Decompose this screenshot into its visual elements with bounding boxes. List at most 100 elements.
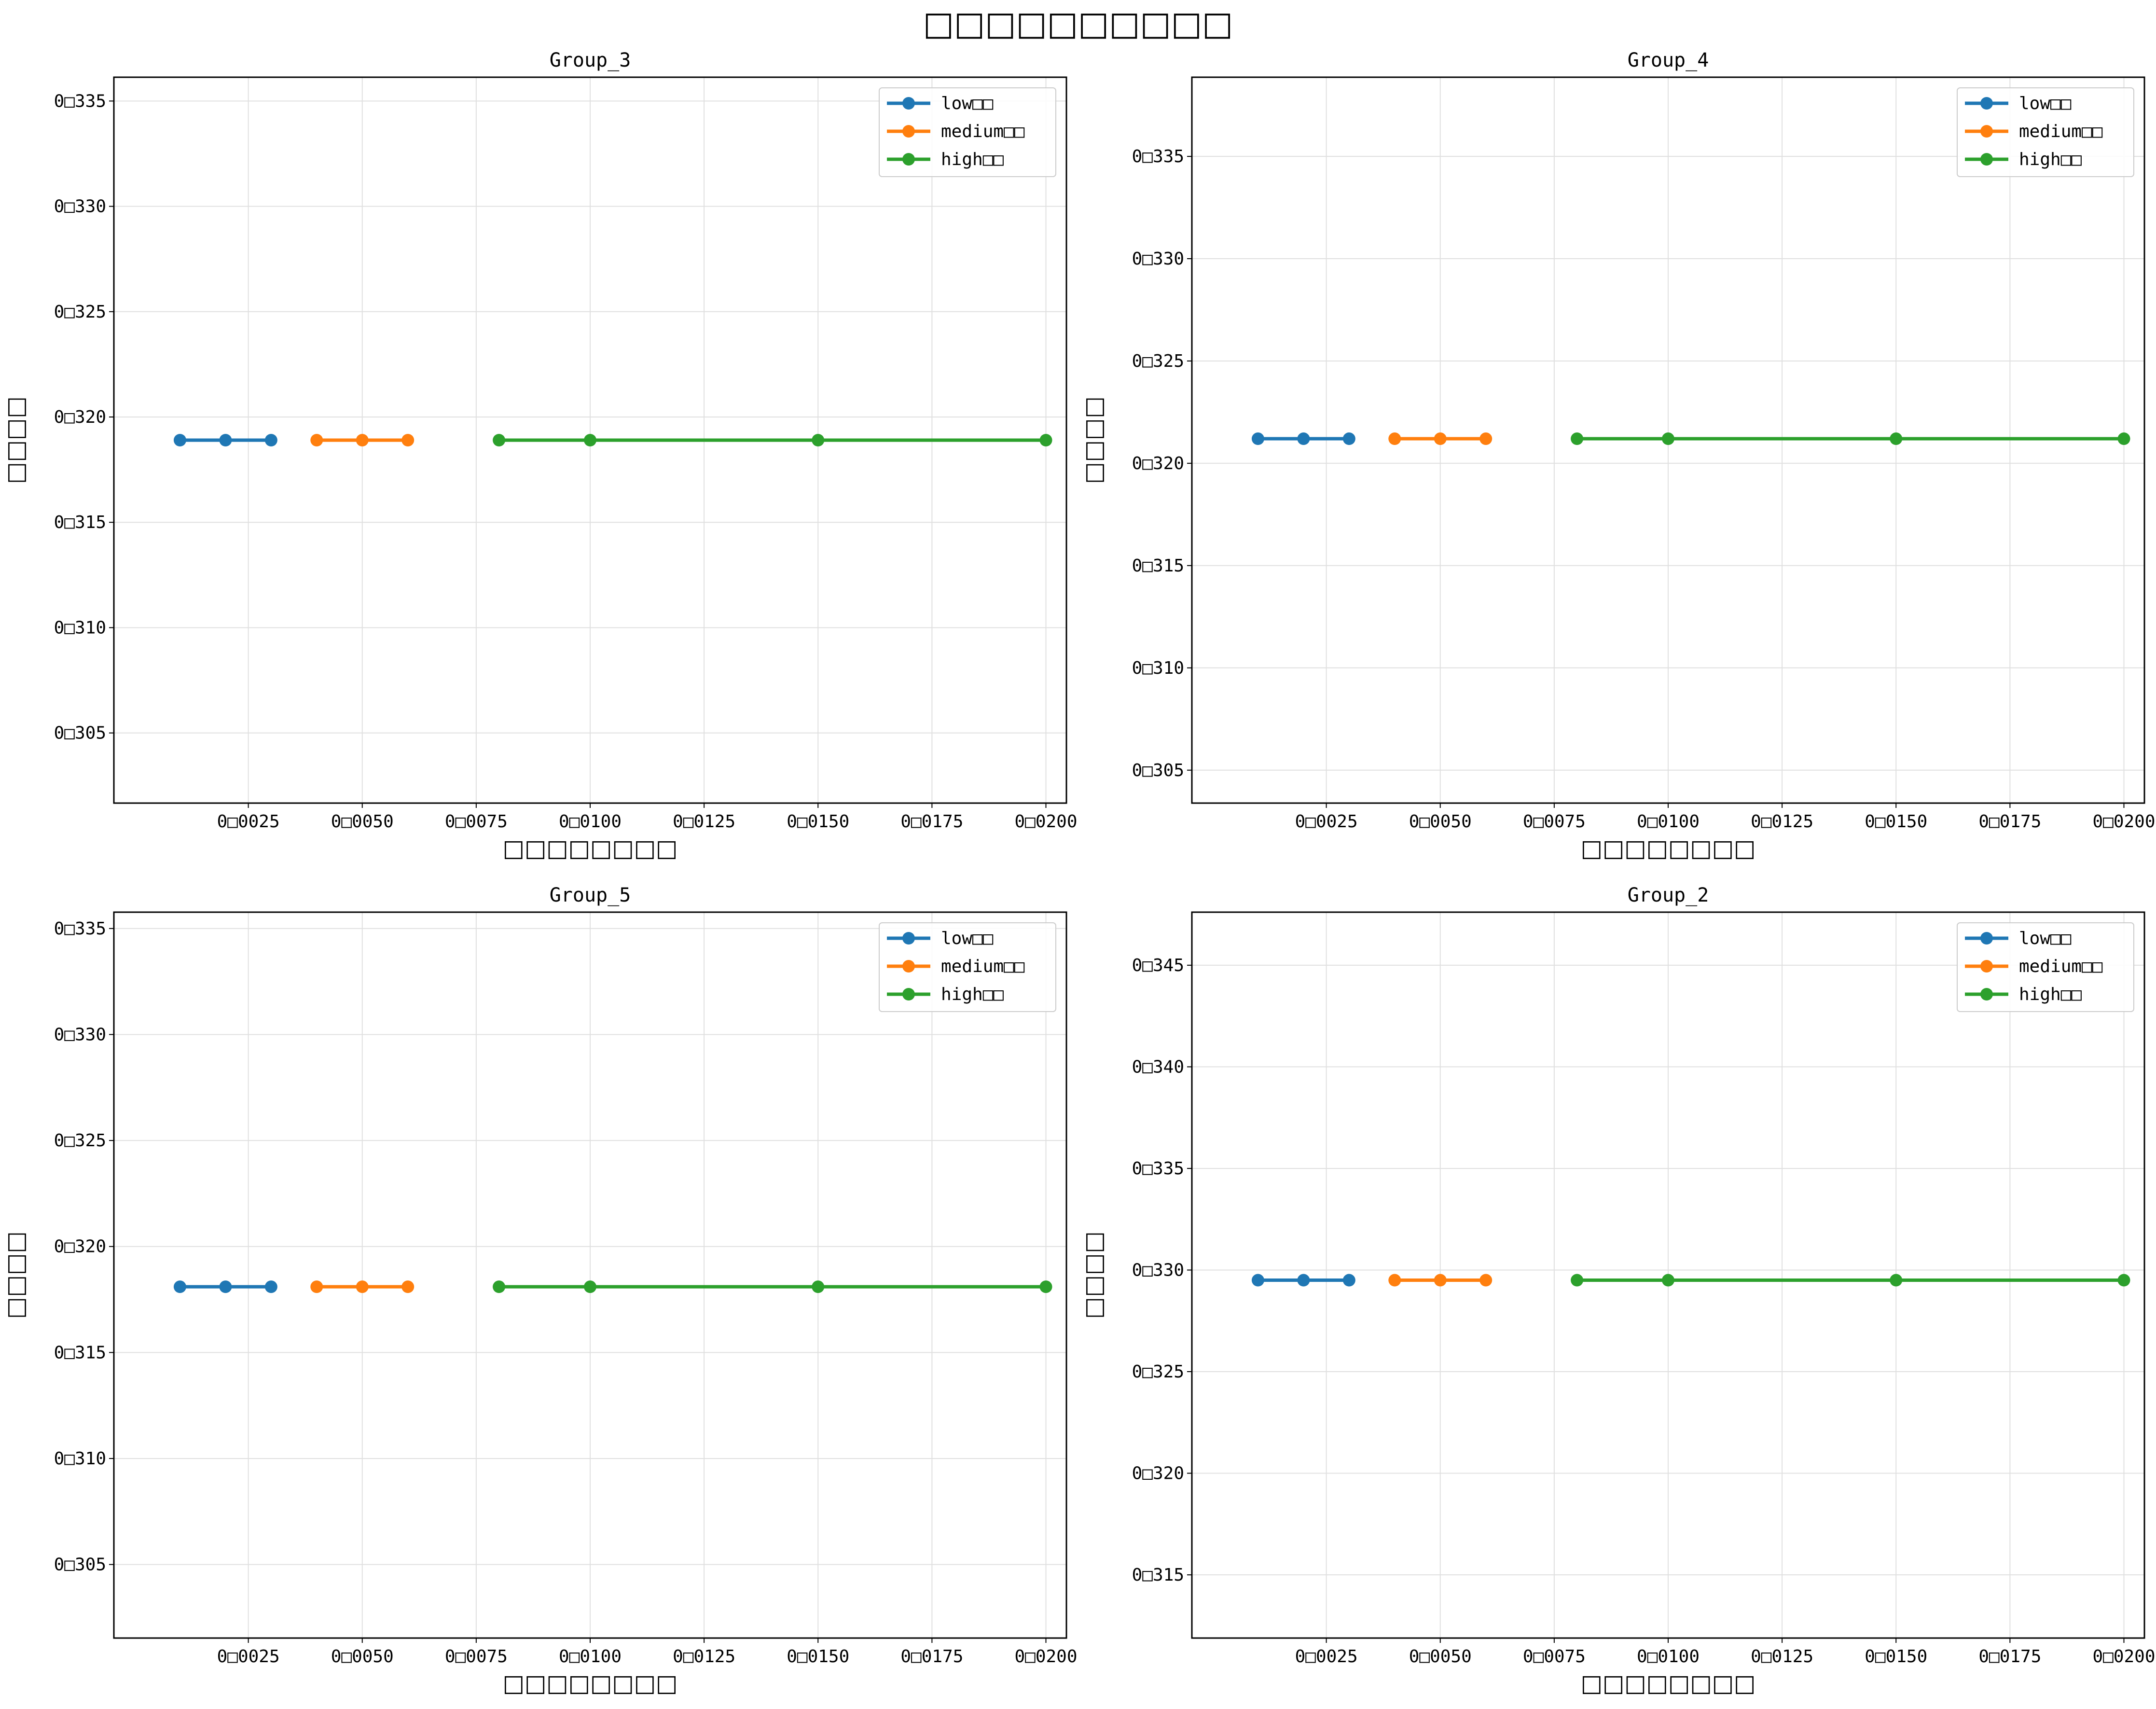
legend-box	[879, 922, 1056, 1012]
x-tick-label: 0□0175	[900, 812, 963, 832]
data-point-low	[1251, 432, 1264, 445]
y-tick-label: 0□345	[1132, 956, 1184, 975]
legend-box	[1957, 922, 2134, 1012]
data-point-high	[1571, 1274, 1584, 1287]
y-tick-label: 0□340	[1132, 1057, 1184, 1077]
legend-marker-medium	[1980, 125, 1993, 138]
data-point-low	[1342, 432, 1355, 445]
data-point-medium	[1479, 1274, 1493, 1287]
x-tick-label: 0□0150	[787, 1647, 849, 1667]
data-point-high	[584, 1280, 596, 1293]
y-tick-label: 0□335	[1132, 1159, 1184, 1179]
legend: low□□ medium□□ high□□	[879, 922, 1056, 1012]
data-point-high	[1890, 432, 1903, 445]
legend-box	[1957, 87, 2134, 177]
data-point-medium	[401, 1280, 415, 1293]
y-tick-label: 0□310	[54, 618, 106, 638]
y-tick-label: 0□305	[54, 723, 106, 743]
y-tick-label: 0□315	[54, 513, 106, 532]
data-point-low	[264, 434, 277, 446]
x-tick-label: 0□0075	[445, 1647, 508, 1667]
data-point-low	[173, 434, 186, 446]
x-tick-label: 0□0175	[900, 1647, 963, 1667]
legend-label-low: low□□	[941, 94, 994, 113]
y-axis-label: □□□□	[1080, 1231, 1107, 1319]
plot-frame	[113, 76, 1067, 804]
data-point-medium	[1479, 432, 1493, 445]
chart-panel-group-4: 0□0025 0□0050 0□0075 0□0100 0□0125 0□0150 0□01…	[1080, 49, 2156, 862]
x-tick-label: 0□0200	[1014, 1647, 1077, 1667]
data-point-low	[219, 1280, 232, 1293]
legend-label-low: low□□	[941, 929, 994, 948]
y-tick-label: 0□325	[54, 302, 106, 322]
x-tick-label: 0□0175	[1978, 1647, 2041, 1667]
data-point-medium	[356, 434, 369, 446]
legend-marker-high	[902, 988, 915, 1000]
x-tick-label: 0□0075	[1523, 1647, 1586, 1667]
x-axis-label: □□□□□□□□	[1581, 835, 1756, 862]
chart-panel-group-5: 0□0025 0□0050 0□0075 0□0100 0□0125 0□0150 0□01…	[2, 884, 1078, 1697]
x-axis-label: □□□□□□□□	[1581, 1670, 1756, 1697]
legend-label-high: high□□	[2019, 985, 2082, 1004]
data-point-high	[584, 434, 596, 446]
y-tick-label: 0□330	[1132, 249, 1184, 269]
x-tick-label: 0□0125	[1751, 1647, 1813, 1667]
x-tick-label: 0□0050	[1409, 812, 1472, 832]
y-tick-label: 0□320	[54, 1237, 106, 1257]
legend-label-medium: medium□□	[2019, 122, 2103, 141]
x-tick-label: 0□0100	[559, 812, 622, 832]
x-tick-label: 0□0125	[673, 812, 735, 832]
x-tick-label: 0□0200	[1014, 812, 1077, 832]
data-point-low	[173, 1280, 186, 1293]
x-tick-label: 0□0075	[445, 812, 508, 832]
y-tick-label: 0□320	[54, 407, 106, 427]
legend: low□□ medium□□ high□□	[1957, 922, 2134, 1012]
data-point-low	[1297, 432, 1310, 445]
y-tick-label: 0□320	[1132, 454, 1184, 473]
data-point-high	[2117, 432, 2130, 445]
legend-marker-medium	[902, 960, 915, 973]
x-tick-label: 0□0100	[1637, 812, 1700, 832]
data-point-high	[1039, 1280, 1052, 1293]
data-point-medium	[1434, 1274, 1447, 1287]
plot-frame	[1191, 911, 2145, 1639]
panel-title: Group_4	[1628, 49, 1709, 71]
legend-marker-high	[1980, 153, 1993, 166]
x-axis-label: □□□□□□□□	[503, 1670, 678, 1697]
chart-panel-group-2: 0□0025 0□0050 0□0075 0□0100 0□0125 0□0150 0□01…	[1080, 884, 2156, 1697]
y-tick-label: 0□335	[1132, 147, 1184, 167]
x-tick-label: 0□0100	[1637, 1647, 1700, 1667]
y-tick-label: 0□330	[54, 1025, 106, 1044]
legend-marker-low	[902, 97, 915, 110]
data-point-high	[1890, 1274, 1903, 1287]
y-tick-label: 0□335	[54, 919, 106, 939]
data-point-low	[1297, 1274, 1310, 1287]
legend-label-high: high□□	[941, 985, 1004, 1004]
y-tick-label: 0□305	[54, 1555, 106, 1575]
legend-marker-high	[902, 153, 915, 166]
data-point-low	[264, 1280, 277, 1293]
legend-label-medium: medium□□	[941, 957, 1025, 976]
x-tick-label: 0□0050	[331, 812, 394, 832]
y-tick-label: 0□305	[1132, 761, 1184, 780]
y-tick-label: 0□325	[1132, 1362, 1184, 1382]
legend-label-low: low□□	[2019, 94, 2072, 113]
x-tick-label: 0□0025	[217, 1647, 280, 1667]
y-axis-label: □□□□	[2, 396, 29, 484]
data-point-medium	[1434, 432, 1447, 445]
x-tick-label: 0□0175	[1978, 812, 2041, 832]
x-tick-label: 0□0100	[559, 1647, 622, 1667]
y-tick-label: 0□310	[54, 1449, 106, 1469]
data-point-low	[1251, 1274, 1264, 1287]
y-tick-label: 0□325	[54, 1131, 106, 1151]
legend-marker-low	[902, 932, 915, 945]
x-tick-label: 0□0050	[331, 1647, 394, 1667]
x-tick-label: 0□0025	[1295, 1647, 1358, 1667]
x-tick-label: 0□0125	[673, 1647, 735, 1667]
x-tick-label: 0□0125	[1751, 812, 1813, 832]
legend: low□□ medium□□ high□□	[879, 87, 1056, 177]
legend-marker-medium	[902, 125, 915, 138]
data-point-medium	[1388, 432, 1401, 445]
x-tick-label: 0□0150	[787, 812, 849, 832]
data-point-medium	[401, 434, 415, 446]
